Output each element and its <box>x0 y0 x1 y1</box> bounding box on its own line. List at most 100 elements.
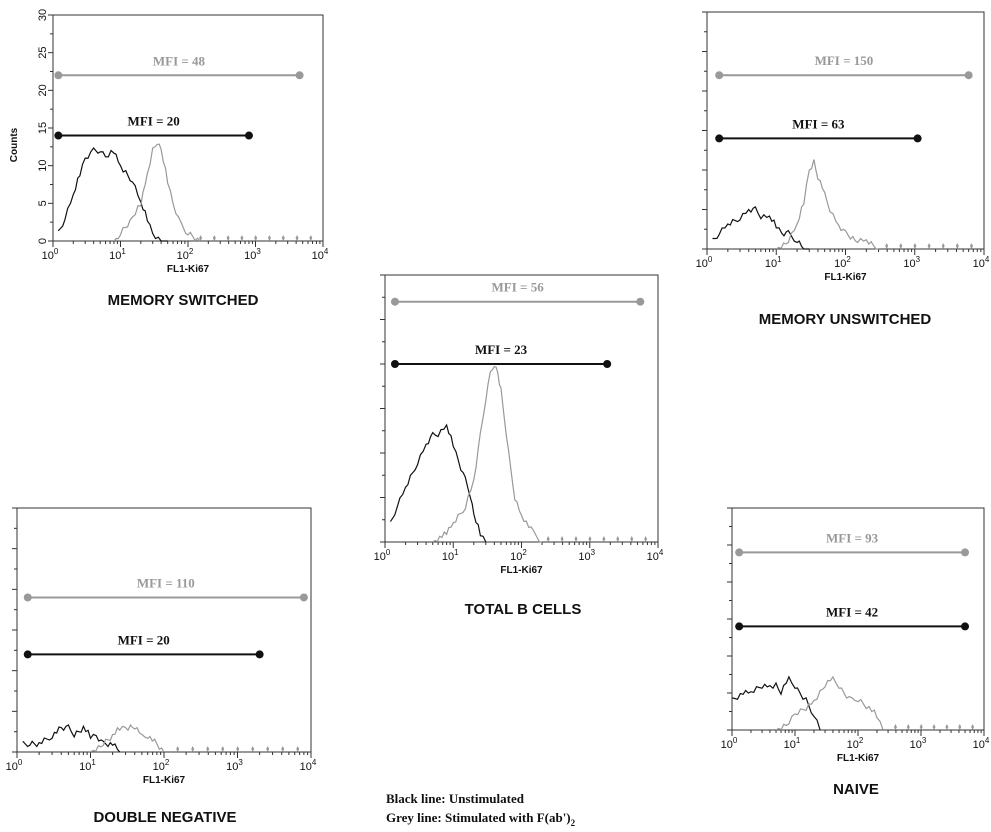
mfi-marker-end <box>390 297 399 306</box>
histogram-stimulated <box>432 365 543 543</box>
x-tick-label: 102 <box>177 247 194 262</box>
histogram-baseline-mark <box>309 235 313 241</box>
x-tick-base: 10 <box>973 739 985 751</box>
x-tick-base: 10 <box>226 761 238 773</box>
mfi-marker-end <box>54 131 63 140</box>
x-tick-base: 10 <box>79 761 91 773</box>
histogram-baseline-mark <box>885 243 889 249</box>
legend-grey-line-subscript: 2 <box>571 818 576 828</box>
legend-grey-line-text: Grey line: Stimulated with F(ab') <box>386 810 571 825</box>
mfi-marker-end <box>255 650 264 659</box>
histogram-baseline-mark <box>560 536 564 542</box>
histogram-baseline-mark <box>226 235 230 241</box>
x-tick-exponent: 2 <box>859 736 864 745</box>
x-tick-label: 101 <box>765 255 782 270</box>
histogram-baseline-mark <box>941 243 945 249</box>
legend-grey-line: Grey line: Stimulated with F(ab')2 <box>386 810 576 828</box>
histogram-baseline-mark <box>616 536 620 542</box>
x-tick-base: 10 <box>834 258 846 270</box>
histogram-baseline-mark <box>254 235 258 241</box>
x-tick-label: 102 <box>153 758 170 773</box>
mfi-label: MFI = 23 <box>475 342 528 357</box>
x-tick-base: 10 <box>973 258 985 270</box>
x-tick-label: 100 <box>6 758 23 773</box>
x-tick-label: 102 <box>847 736 864 751</box>
histogram-baseline-mark <box>971 724 975 730</box>
y-tick-label: 30 <box>37 9 49 21</box>
x-tick-label: 100 <box>721 736 738 751</box>
mfi-marker-end <box>961 548 970 557</box>
x-tick-label: 101 <box>79 758 96 773</box>
x-tick-exponent: 1 <box>454 548 459 557</box>
x-tick-exponent: 4 <box>659 548 664 557</box>
x-tick-label: 100 <box>696 255 713 270</box>
mfi-marker-end <box>715 71 724 80</box>
plot-frame <box>384 274 659 543</box>
x-tick-label: 101 <box>784 736 801 751</box>
x-tick-base: 10 <box>300 761 312 773</box>
histogram-baseline-mark <box>969 243 973 249</box>
x-tick-base: 10 <box>578 551 590 563</box>
x-tick-base: 10 <box>109 250 121 262</box>
x-tick-exponent: 0 <box>18 758 23 767</box>
x-tick-label: 102 <box>510 548 527 563</box>
histogram-baseline-mark <box>588 536 592 542</box>
x-tick-label: 104 <box>647 548 664 563</box>
mfi-marker-end <box>299 593 308 602</box>
panel-title: NAIVE <box>833 781 879 798</box>
y-axis-label: Counts <box>9 127 20 162</box>
x-tick-exponent: 1 <box>121 247 126 256</box>
x-tick-base: 10 <box>312 250 324 262</box>
panel-memory-switched: 100 101 102 103 104FL1-Ki67051015202530Count… <box>9 9 329 275</box>
plot-frame <box>706 11 985 250</box>
x-tick-label: 100 <box>42 247 59 262</box>
x-tick-exponent: 4 <box>312 758 317 767</box>
mfi-marker-end <box>23 593 32 602</box>
histogram-baseline-mark <box>913 243 917 249</box>
mfi-marker-end <box>636 297 645 306</box>
histogram-baseline-mark <box>266 746 270 752</box>
x-tick-base: 10 <box>510 551 522 563</box>
plot-frame <box>16 507 312 753</box>
y-tick-label: 5 <box>37 200 49 206</box>
histogram-baseline-mark <box>199 235 203 241</box>
histogram-baseline-mark <box>906 724 910 730</box>
histogram-baseline-mark <box>644 536 648 542</box>
histogram-unstimulated <box>22 724 121 753</box>
x-tick-exponent: 3 <box>238 758 243 767</box>
x-tick-exponent: 1 <box>796 736 801 745</box>
x-tick-base: 10 <box>177 250 189 262</box>
histogram-baseline-mark <box>574 536 578 542</box>
x-tick-base: 10 <box>244 250 256 262</box>
histogram-baseline-mark <box>212 235 216 241</box>
x-tick-exponent: 3 <box>916 255 921 264</box>
histogram-baseline-mark <box>899 243 903 249</box>
x-tick-label: 100 <box>374 548 391 563</box>
x-tick-label: 103 <box>903 255 920 270</box>
x-tick-label: 103 <box>244 247 261 262</box>
mfi-marker-end <box>964 71 973 80</box>
x-tick-label: 103 <box>910 736 927 751</box>
x-tick-base: 10 <box>153 761 165 773</box>
plot-frame <box>52 14 324 242</box>
x-tick-base: 10 <box>784 739 796 751</box>
x-tick-exponent: 3 <box>256 247 261 256</box>
mfi-label: MFI = 56 <box>492 280 545 295</box>
histogram-unstimulated <box>57 147 168 242</box>
x-tick-base: 10 <box>765 258 777 270</box>
x-tick-exponent: 0 <box>733 736 738 745</box>
y-tick-label: 15 <box>37 122 49 134</box>
mfi-marker-end <box>603 360 612 368</box>
x-tick-label: 104 <box>312 247 329 262</box>
histogram-baseline-mark <box>295 235 299 241</box>
x-tick-exponent: 1 <box>91 758 96 767</box>
histogram-stimulated <box>113 143 201 242</box>
mfi-marker-end <box>913 134 922 143</box>
mfi-marker-end <box>715 134 724 143</box>
histogram-baseline-mark <box>281 235 285 241</box>
y-tick-label: 25 <box>37 47 49 59</box>
x-tick-exponent: 2 <box>189 247 194 256</box>
x-tick-base: 10 <box>696 258 708 270</box>
